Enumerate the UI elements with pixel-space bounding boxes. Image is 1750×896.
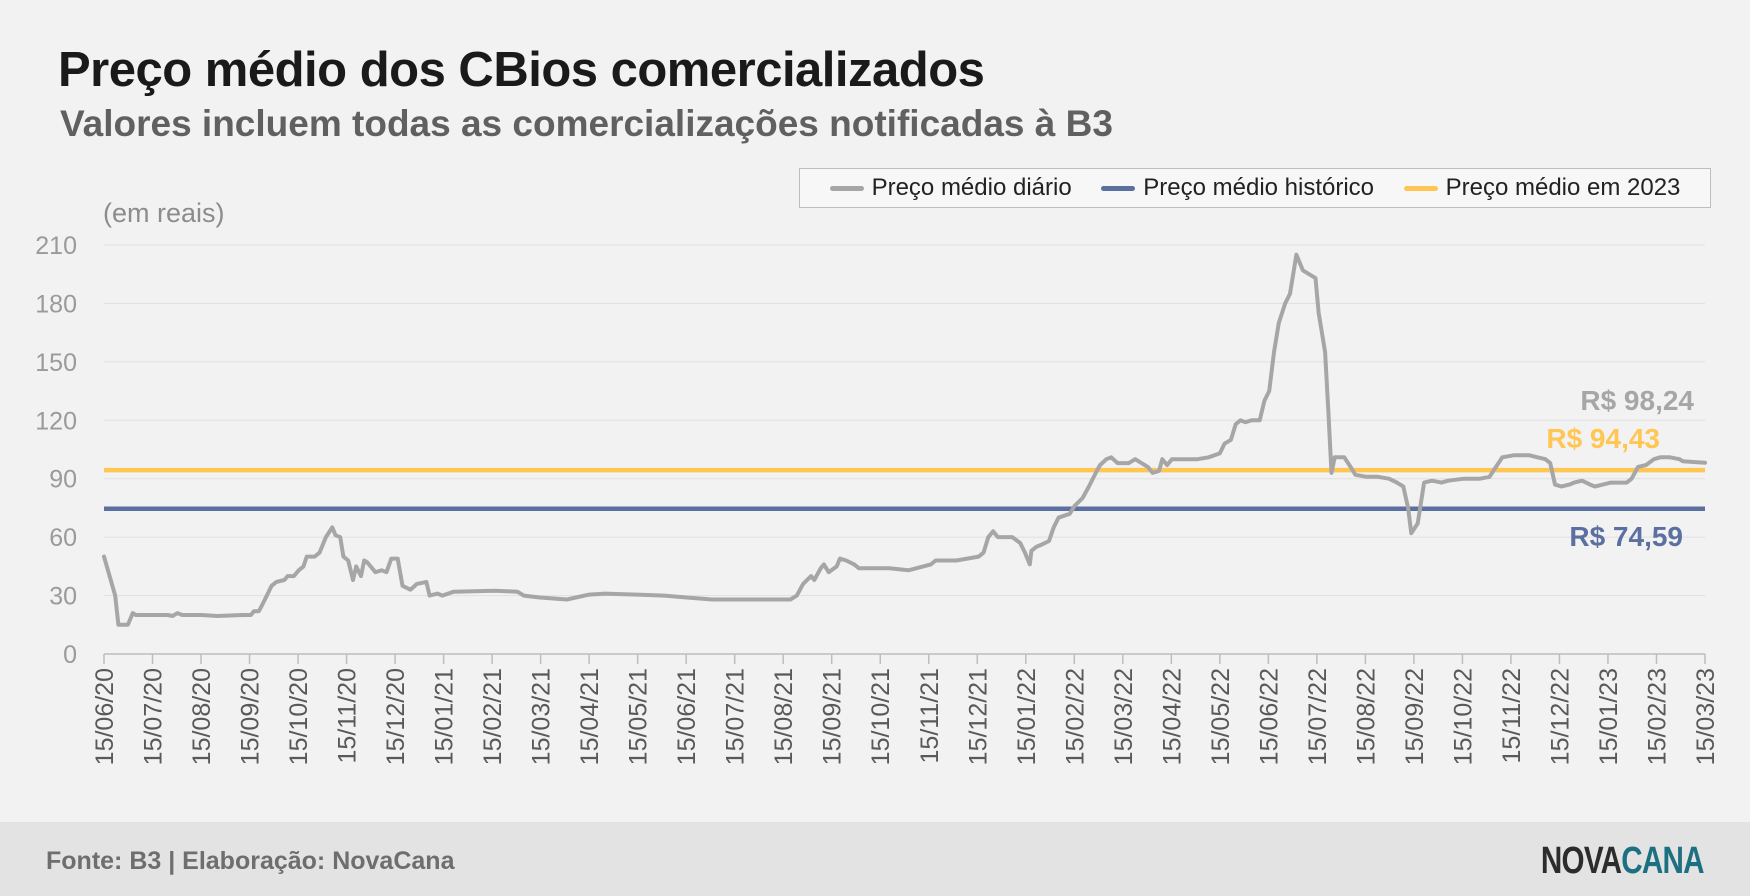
x-tick-label-20: 15/02/22	[1061, 668, 1089, 765]
x-tick-label-0: 15/06/20	[91, 668, 119, 765]
annotation-historic-average: R$ 74,59	[1569, 521, 1683, 552]
x-tick-label-19: 15/01/22	[1013, 668, 1041, 765]
annotation-last-daily-price: R$ 98,24	[1580, 385, 1694, 416]
source-credit: Fonte: B3 | Elaboração: NovaCana	[46, 847, 455, 875]
x-tick-label-18: 15/12/21	[964, 668, 992, 765]
x-tick-label-26: 15/08/22	[1352, 668, 1380, 765]
legend-item-historic: Preço médio histórico	[1101, 174, 1374, 202]
x-tick-label-15: 15/09/21	[819, 668, 847, 765]
y-tick-label-30: 30	[49, 583, 77, 611]
x-tick-label-8: 15/02/21	[479, 668, 507, 765]
legend-label-historic: Preço médio histórico	[1143, 174, 1375, 201]
x-tick-label-31: 15/01/23	[1595, 668, 1623, 765]
x-tick-label-32: 15/02/23	[1643, 668, 1671, 765]
legend-swatch-daily	[829, 185, 864, 191]
legend-item-daily: Preço médio diário	[829, 174, 1072, 202]
x-tick-label-33: 15/03/23	[1692, 668, 1720, 765]
legend-label-2023: Preço médio em 2023	[1445, 174, 1681, 201]
logo-nova-text: NOVA	[1541, 840, 1622, 882]
x-tick-label-2: 15/08/20	[188, 668, 216, 765]
x-tick-label-7: 15/01/21	[431, 668, 459, 765]
legend-swatch-historic	[1101, 185, 1136, 191]
x-tick-label-30: 15/12/22	[1546, 668, 1574, 765]
x-tick-label-1: 15/07/20	[140, 668, 168, 765]
x-tick-label-12: 15/06/21	[673, 668, 701, 765]
x-tick-label-22: 15/04/22	[1158, 668, 1186, 765]
x-tick-label-25: 15/07/22	[1304, 668, 1332, 765]
y-tick-label-0: 0	[63, 641, 77, 669]
x-tick-label-21: 15/03/22	[1110, 668, 1138, 765]
logo-cana-text: CANA	[1621, 840, 1704, 882]
x-tick-label-14: 15/08/21	[770, 668, 798, 765]
chart-subtitle: Valores incluem todas as comercializaçõe…	[60, 103, 1113, 144]
y-tick-label-90: 90	[49, 466, 77, 494]
y-tick-label-120: 120	[35, 407, 77, 435]
chart-legend: Preço médio diário Preço médio histórico…	[799, 168, 1711, 208]
y-axis-unit-label: (em reais)	[103, 198, 225, 228]
x-tick-label-27: 15/09/22	[1401, 668, 1429, 765]
x-tick-label-17: 15/11/21	[916, 668, 944, 763]
y-tick-label-210: 210	[35, 232, 77, 260]
x-tick-label-23: 15/05/22	[1207, 668, 1235, 765]
x-tick-label-29: 15/11/22	[1498, 668, 1526, 763]
x-tick-label-13: 15/07/21	[722, 668, 750, 765]
annotation-2023-average: R$ 94,43	[1546, 423, 1660, 454]
x-tick-label-9: 15/03/21	[528, 668, 556, 765]
footer-bar: Fonte: B3 | Elaboração: NovaCana NOVACAN…	[0, 822, 1750, 896]
daily-price-line	[102, 252, 1707, 627]
chart-title: Preço médio dos CBios comercializados	[58, 43, 985, 97]
x-tick-label-28: 15/10/22	[1449, 668, 1477, 765]
legend-swatch-2023	[1403, 185, 1438, 191]
legend-item-2023: Preço médio em 2023	[1403, 174, 1681, 202]
x-tick-label-5: 15/11/20	[334, 668, 362, 763]
x-tick-label-4: 15/10/20	[285, 668, 313, 765]
x-tick-label-24: 15/06/22	[1255, 668, 1283, 765]
legend-label-daily: Preço médio diário	[871, 174, 1072, 201]
x-tick-label-10: 15/04/21	[576, 668, 604, 765]
y-tick-label-60: 60	[49, 524, 77, 552]
y-tick-label-180: 180	[35, 290, 77, 318]
x-tick-label-6: 15/12/20	[382, 668, 410, 765]
x-tick-label-3: 15/09/20	[237, 668, 265, 765]
y-tick-label-150: 150	[35, 349, 77, 377]
novacana-logo: NOVACANA	[1541, 840, 1705, 883]
x-tick-label-16: 15/10/21	[867, 668, 895, 765]
x-tick-label-11: 15/05/21	[625, 668, 653, 765]
